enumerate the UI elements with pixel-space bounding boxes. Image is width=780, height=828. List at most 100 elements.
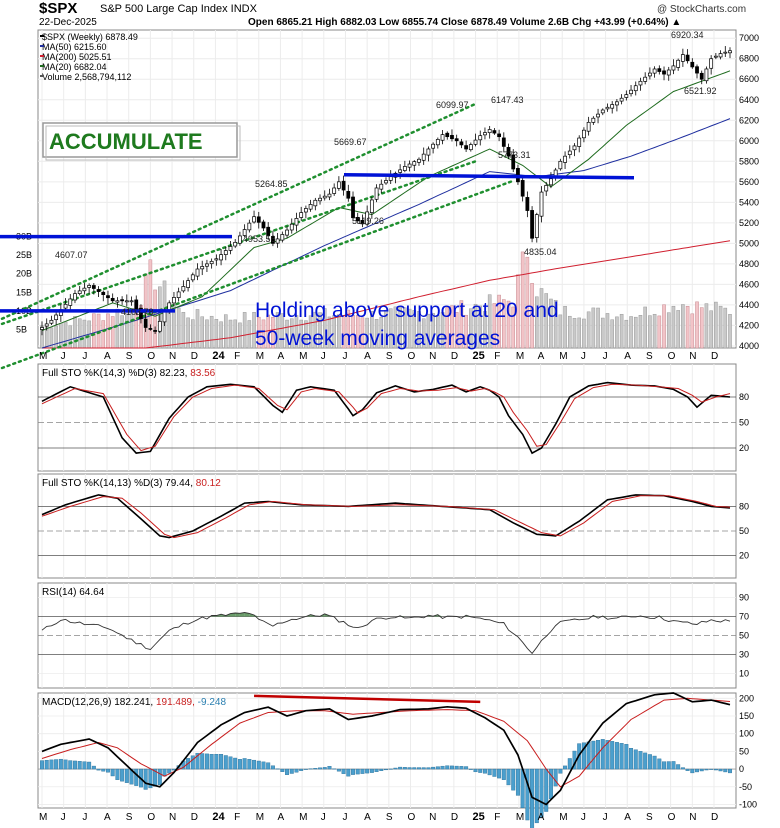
price-legend-entry: MA(20) 6682.04 <box>42 62 107 72</box>
volume-bar <box>110 316 115 349</box>
x-tick-label: M <box>559 812 567 823</box>
x-tick-label: A <box>624 812 631 823</box>
sto-fast-panel: 80 50 20 Full STO %K(14,3) %D(3) 82.23, 83.… <box>37 363 749 472</box>
macd-histogram-bar <box>204 753 209 770</box>
volume-bar <box>553 300 558 349</box>
price-candle <box>351 196 355 219</box>
price-candle <box>200 266 205 270</box>
volume-bar <box>699 307 704 349</box>
macd-histogram-bar <box>190 755 195 770</box>
x-tick-label: A <box>538 812 545 823</box>
volume-bar <box>544 293 549 349</box>
price-candle <box>54 314 59 321</box>
volume-bar <box>370 311 374 349</box>
macd-histogram-bar <box>167 768 172 774</box>
y-tick-label: 6400 <box>739 95 759 105</box>
y-tick-label: 80 <box>739 501 749 511</box>
macd-histogram-bar <box>393 767 398 770</box>
x-tick-label: A <box>624 351 631 362</box>
ohlc-summary: Open 6865.21 High 6882.03 Low 6855.74 Cl… <box>248 17 682 28</box>
volume-bar <box>440 312 445 349</box>
price-candle <box>511 154 516 170</box>
price-candle <box>261 221 266 229</box>
price-candle <box>431 143 436 149</box>
x-tick-label: S <box>386 351 393 362</box>
macd-histogram-bar <box>195 752 200 770</box>
volume-bar <box>445 307 450 349</box>
macd-histogram-bar <box>294 768 299 773</box>
accumulate-box <box>42 122 238 158</box>
macd-histogram-bar <box>68 760 73 770</box>
price-candle <box>327 193 332 198</box>
volume-bar <box>723 307 728 349</box>
rsi-overbought-fill <box>235 613 240 617</box>
volume-bar <box>619 313 624 349</box>
macd-histogram-bar <box>695 768 699 773</box>
macd-histogram-bar <box>388 768 393 770</box>
volume-bar <box>610 319 614 349</box>
price-candle <box>450 135 454 140</box>
price-candle <box>82 287 87 292</box>
macd-histogram-bar <box>134 768 139 786</box>
price-annotation: 5773.31 <box>498 150 531 160</box>
volume-bar <box>261 319 266 349</box>
macd-histogram-bar <box>346 768 351 777</box>
macd-histogram-bar <box>473 768 478 773</box>
price-candle <box>181 286 186 292</box>
macd-histogram-bar <box>643 752 648 770</box>
price-candle <box>435 139 440 146</box>
macd-histogram-bar <box>666 761 671 770</box>
price-candle <box>426 148 431 156</box>
macd-histogram-bar <box>280 768 285 772</box>
x-tick-label: D <box>451 812 458 823</box>
volume-bar <box>271 317 275 349</box>
volume-bar <box>535 296 539 349</box>
volume-bar <box>657 315 662 349</box>
price-candle <box>478 135 483 141</box>
y-tick-label: 100 <box>739 729 754 739</box>
price-candle <box>148 328 153 330</box>
x-tick-label: D <box>711 351 718 362</box>
x-tick-label: F <box>494 812 500 823</box>
macd-histogram-bar <box>63 759 68 770</box>
price-candle <box>468 144 473 151</box>
volume-bar <box>478 305 483 349</box>
price-candle <box>247 222 252 231</box>
volume-bar <box>322 308 327 349</box>
x-tick-label: M <box>256 351 264 362</box>
macd-line <box>41 692 731 806</box>
volume-bar <box>92 313 96 349</box>
chart-header: $SPX S&P 500 Large Cap Index INDX 22-Dec… <box>0 0 780 30</box>
macd-histogram-bar <box>285 768 290 775</box>
price-candle <box>643 76 648 82</box>
price-legend-entry: Volume 2,568,794,112 <box>42 72 131 82</box>
x-tick-label: S <box>646 351 653 362</box>
macd-histogram-bar <box>332 768 337 770</box>
macd-histogram-bar <box>322 767 327 770</box>
macd-histogram-bar <box>633 749 638 770</box>
y-tick-label: 6600 <box>739 74 759 84</box>
volume-bar <box>714 301 718 349</box>
legend-entry: -9.248 <box>198 697 227 708</box>
macd-histogram-bar <box>591 740 596 770</box>
volume-bar <box>294 315 299 349</box>
macd-histogram-bar <box>101 768 106 772</box>
macd-histogram-bar <box>200 753 205 770</box>
rsi-line <box>41 612 731 655</box>
price-candle <box>294 218 299 226</box>
x-tick-label: N <box>169 812 176 823</box>
macd-histogram-bar <box>464 766 469 770</box>
x-tick-label: M <box>299 812 307 823</box>
y-tick-label: 150 <box>739 711 754 721</box>
price-candle <box>718 53 723 58</box>
macd-histogram-bar <box>431 766 436 770</box>
x-tick-label: S <box>126 351 133 362</box>
x-tick-label: N <box>689 812 696 823</box>
price-candle <box>73 293 77 301</box>
macd-legend: MACD(12,26,9) 182.241, 191.489, -9.248 <box>42 697 226 708</box>
volume-bar <box>436 315 440 349</box>
volume-bar <box>346 309 351 349</box>
volume-bar <box>728 314 732 349</box>
x-tick-label: J <box>581 351 586 362</box>
